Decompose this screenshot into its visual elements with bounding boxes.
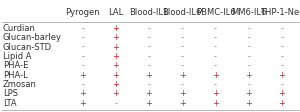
Text: +: + — [112, 89, 119, 98]
Text: PHA-L: PHA-L — [3, 71, 28, 80]
Text: +: + — [79, 99, 86, 108]
Text: -: - — [247, 52, 250, 61]
Text: PBMC-IL6: PBMC-IL6 — [196, 8, 235, 17]
Text: -: - — [280, 43, 283, 52]
Text: +: + — [179, 99, 186, 108]
Text: THP-1-Neo: THP-1-Neo — [260, 8, 300, 17]
Text: +: + — [79, 71, 86, 80]
Text: -: - — [81, 61, 84, 70]
Text: -: - — [181, 33, 184, 42]
Text: Curdian: Curdian — [3, 24, 36, 33]
Text: Blood-IL1: Blood-IL1 — [129, 8, 169, 17]
Text: -: - — [81, 80, 84, 89]
Text: +: + — [146, 71, 152, 80]
Text: -: - — [280, 52, 283, 61]
Text: +: + — [245, 71, 252, 80]
Text: Blood-IL6: Blood-IL6 — [163, 8, 202, 17]
Text: -: - — [81, 33, 84, 42]
Text: -: - — [280, 80, 283, 89]
Text: -: - — [148, 52, 151, 61]
Text: +: + — [179, 71, 186, 80]
Text: -: - — [181, 80, 184, 89]
Text: +: + — [179, 89, 186, 98]
Text: -: - — [247, 61, 250, 70]
Text: -: - — [148, 43, 151, 52]
Text: +: + — [112, 33, 119, 42]
Text: +: + — [245, 89, 252, 98]
Text: Glucan-STD: Glucan-STD — [3, 43, 52, 52]
Text: +: + — [79, 89, 86, 98]
Text: PHA-E: PHA-E — [3, 61, 28, 70]
Text: -: - — [114, 99, 117, 108]
Text: +: + — [212, 99, 219, 108]
Text: LTA: LTA — [3, 99, 16, 108]
Text: -: - — [181, 61, 184, 70]
Text: +: + — [146, 89, 152, 98]
Text: -: - — [214, 33, 217, 42]
Text: -: - — [247, 33, 250, 42]
Text: -: - — [81, 43, 84, 52]
Text: -: - — [280, 33, 283, 42]
Text: +: + — [278, 99, 285, 108]
Text: +: + — [278, 71, 285, 80]
Text: Lipid A: Lipid A — [3, 52, 31, 61]
Text: -: - — [214, 80, 217, 89]
Text: -: - — [214, 61, 217, 70]
Text: +: + — [146, 99, 152, 108]
Text: -: - — [181, 52, 184, 61]
Text: -: - — [247, 24, 250, 33]
Text: +: + — [112, 43, 119, 52]
Text: -: - — [214, 24, 217, 33]
Text: MM6-IL6: MM6-IL6 — [231, 8, 266, 17]
Text: -: - — [148, 24, 151, 33]
Text: -: - — [247, 43, 250, 52]
Text: +: + — [212, 89, 219, 98]
Text: LPS: LPS — [3, 89, 18, 98]
Text: Zmosan: Zmosan — [3, 80, 37, 89]
Text: -: - — [148, 61, 151, 70]
Text: +: + — [112, 61, 119, 70]
Text: -: - — [280, 61, 283, 70]
Text: -: - — [81, 24, 84, 33]
Text: +: + — [245, 99, 252, 108]
Text: +: + — [278, 89, 285, 98]
Text: -: - — [214, 52, 217, 61]
Text: -: - — [214, 43, 217, 52]
Text: +: + — [112, 24, 119, 33]
Text: Glucan-barley: Glucan-barley — [3, 33, 62, 42]
Text: -: - — [247, 80, 250, 89]
Text: +: + — [212, 71, 219, 80]
Text: -: - — [181, 24, 184, 33]
Text: -: - — [148, 33, 151, 42]
Text: -: - — [148, 80, 151, 89]
Text: -: - — [81, 52, 84, 61]
Text: LAL: LAL — [108, 8, 123, 17]
Text: -: - — [280, 24, 283, 33]
Text: +: + — [112, 80, 119, 89]
Text: Pyrogen: Pyrogen — [65, 8, 100, 17]
Text: -: - — [181, 43, 184, 52]
Text: +: + — [112, 52, 119, 61]
Text: +: + — [112, 71, 119, 80]
